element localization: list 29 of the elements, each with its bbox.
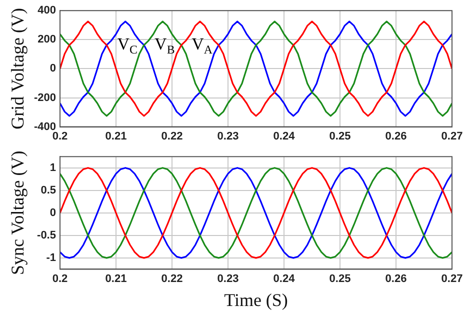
x-tick-label: 0.21 xyxy=(105,130,127,142)
y-axis-title: Sync Voltage (V) xyxy=(8,150,28,276)
x-tick-label: 0.22 xyxy=(161,130,183,142)
x-tick-label: 0.24 xyxy=(273,272,296,285)
x-tick-label: 0.23 xyxy=(217,272,239,285)
x-axis-title: Time (S) xyxy=(224,290,288,310)
x-tick-label: 0.21 xyxy=(105,272,127,285)
x-tick-label: 0.26 xyxy=(385,272,407,285)
x-tick-label: 0.23 xyxy=(217,130,239,142)
y-tick-label: 0 xyxy=(50,62,56,75)
x-tick-label: 0.25 xyxy=(329,272,351,285)
y-tick-label: -200 xyxy=(34,92,56,104)
y-axis-title: Grid Voltage (V) xyxy=(8,8,28,130)
x-tick-label: 0.25 xyxy=(329,130,351,142)
x-tick-label: 0.24 xyxy=(273,130,296,142)
y-tick-label: -0.5 xyxy=(37,229,56,242)
x-tick-label: 0.27 xyxy=(441,130,463,142)
y-tick-label: 0 xyxy=(50,206,56,219)
y-tick-label: -1 xyxy=(46,252,56,264)
x-tick-label: 0.2 xyxy=(52,272,68,285)
x-tick-label: 0.26 xyxy=(385,130,407,142)
x-tick-label: 0.22 xyxy=(161,272,183,285)
y-tick-label: 200 xyxy=(38,34,56,46)
y-tick-label: 0.5 xyxy=(40,184,56,196)
y-tick-label: 400 xyxy=(38,4,56,17)
y-tick-label: 1 xyxy=(50,162,56,174)
x-tick-label: 0.2 xyxy=(52,130,68,142)
y-tick-label: -400 xyxy=(34,120,56,133)
x-tick-label: 0.27 xyxy=(441,272,463,285)
